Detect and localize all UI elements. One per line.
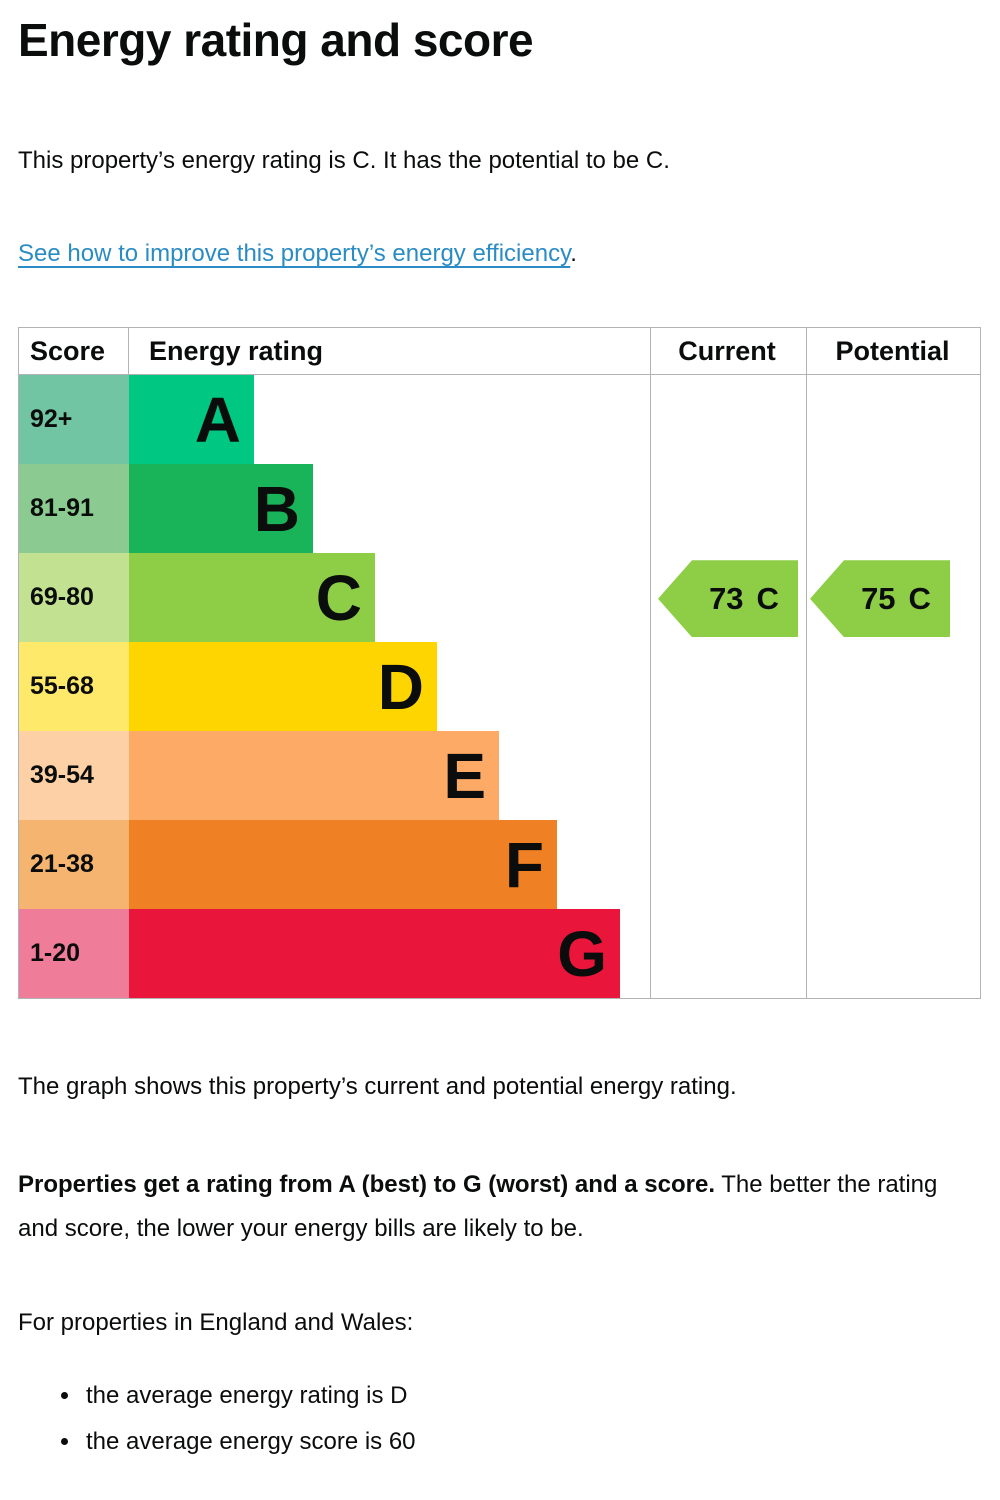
band-score-c: 69-80 bbox=[19, 553, 129, 643]
page-content: Energy rating and score This property’s … bbox=[0, 0, 1000, 1457]
band-bar-f: F bbox=[129, 820, 557, 910]
band-row-a: 92+ A bbox=[19, 375, 980, 465]
band-letter-c: C bbox=[315, 561, 362, 634]
page-title: Energy rating and score bbox=[18, 14, 534, 66]
band-letter-d: D bbox=[377, 650, 424, 723]
band-row-e: 39-54 E bbox=[19, 731, 980, 821]
explainer-rest-text: The better the rating and score, the low… bbox=[18, 1171, 938, 1243]
improve-link-line: See how to improve this property’s energ… bbox=[18, 238, 982, 269]
band-bar-c: C bbox=[129, 553, 375, 643]
column-header-current: Current bbox=[678, 335, 776, 366]
band-row-f: 21-38 F bbox=[19, 820, 980, 910]
potential-rating-arrow: 75 C bbox=[810, 560, 950, 638]
potential-band-letter: C bbox=[908, 580, 931, 616]
band-letter-g: G bbox=[557, 917, 607, 990]
band-score-b: 81-91 bbox=[19, 464, 129, 554]
band-letter-e: E bbox=[443, 739, 486, 812]
band-row-b: 81-91 B bbox=[19, 464, 980, 554]
band-row-g: 1-20 G bbox=[19, 909, 980, 999]
band-score-g: 1-20 bbox=[19, 909, 129, 999]
band-letter-f: F bbox=[504, 828, 544, 901]
band-row-d: 55-68 D bbox=[19, 642, 980, 732]
band-bar-b: B bbox=[129, 464, 313, 554]
band-score-a: 92+ bbox=[19, 375, 129, 465]
current-score-value: 73 bbox=[709, 580, 744, 616]
improve-efficiency-link[interactable]: See how to improve this property’s energ… bbox=[18, 240, 571, 268]
column-header-energy-rating: Energy rating bbox=[149, 335, 324, 366]
column-header-potential: Potential bbox=[835, 335, 950, 366]
list-item-average-rating: the average energy rating is D bbox=[82, 1380, 982, 1411]
region-heading: For properties in England and Wales: bbox=[18, 1309, 414, 1337]
band-bar-g: G bbox=[129, 909, 620, 999]
column-divider-potential bbox=[806, 328, 807, 999]
band-bar-e: E bbox=[129, 731, 499, 821]
band-score-f: 21-38 bbox=[19, 820, 129, 910]
chart-header-row: Score Energy rating Current Potential bbox=[19, 328, 980, 376]
potential-score-value: 75 bbox=[861, 580, 896, 616]
column-divider-current bbox=[650, 328, 651, 999]
column-divider-score bbox=[128, 328, 129, 376]
current-band-letter: C bbox=[756, 580, 779, 616]
list-item-average-score: the average energy score is 60 bbox=[82, 1426, 982, 1457]
band-bar-d: D bbox=[129, 642, 437, 732]
band-score-e: 39-54 bbox=[19, 731, 129, 821]
link-suffix-period: . bbox=[570, 240, 577, 268]
averages-list: the average energy rating is D the avera… bbox=[18, 1380, 982, 1456]
band-score-d: 55-68 bbox=[19, 642, 129, 732]
band-row-c: 69-80 C bbox=[19, 553, 980, 643]
band-letter-a: A bbox=[194, 383, 241, 456]
column-header-score: Score bbox=[30, 335, 106, 366]
graph-caption: The graph shows this property’s current … bbox=[18, 1073, 737, 1101]
band-letter-b: B bbox=[253, 472, 300, 545]
band-bar-a: A bbox=[129, 375, 254, 465]
rating-explainer: Properties get a rating from A (best) to… bbox=[18, 1163, 963, 1251]
current-rating-arrow: 73 C bbox=[658, 560, 798, 638]
explainer-bold-text: Properties get a rating from A (best) to… bbox=[18, 1171, 715, 1199]
intro-text: This property’s energy rating is C. It h… bbox=[18, 146, 670, 174]
epc-rating-chart: Score Energy rating Current Potential 92… bbox=[18, 327, 981, 1000]
